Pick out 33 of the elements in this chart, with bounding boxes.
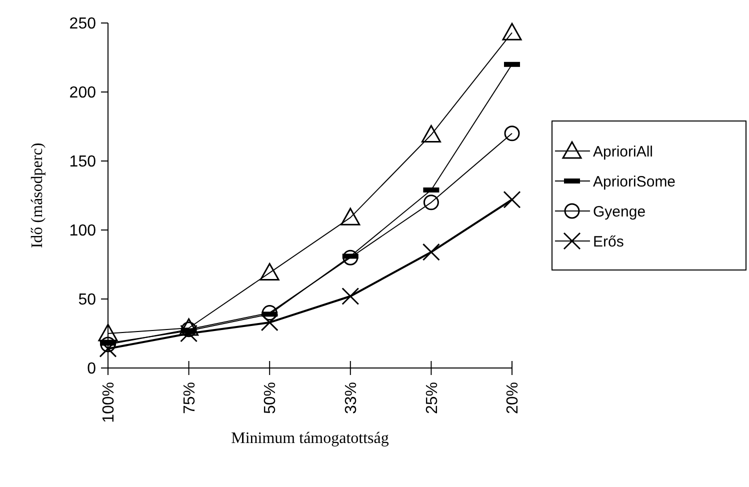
point — [340, 208, 360, 226]
point — [260, 263, 280, 281]
point — [100, 336, 116, 352]
y-tick-label: 200 — [69, 84, 96, 102]
x-tick-label: 50% — [262, 382, 280, 414]
legend-label: AprioriAll — [593, 143, 654, 160]
point — [422, 243, 440, 261]
x-tick-label: 75% — [181, 382, 198, 414]
point — [342, 250, 358, 266]
point — [423, 194, 439, 210]
legend-label: Gyenge — [593, 203, 646, 220]
point — [262, 305, 278, 321]
point — [98, 324, 118, 342]
x-tick-label: 33% — [343, 382, 360, 414]
y-tick-label: 250 — [69, 16, 96, 33]
x-tick-label: 20% — [504, 382, 522, 414]
x-axis-title: Minimum támogatottság — [231, 430, 389, 447]
point — [421, 125, 441, 143]
point — [342, 287, 360, 305]
legend-label: AprioriSome — [593, 173, 676, 190]
y-tick-label: 150 — [69, 154, 96, 171]
y-tick-label: 100 — [69, 222, 96, 240]
point — [504, 126, 520, 142]
x-tick-label: 25% — [424, 382, 441, 414]
y-tick-label: 50 — [78, 292, 96, 309]
point — [99, 340, 117, 358]
y-axis-title: Idő (másodperc) — [29, 142, 46, 248]
legend-label: Erős — [593, 233, 624, 250]
y-tick-label: 0 — [87, 360, 96, 378]
point — [260, 314, 278, 332]
x-tick-label: 100% — [100, 382, 118, 423]
point — [503, 190, 521, 208]
point — [502, 22, 522, 40]
